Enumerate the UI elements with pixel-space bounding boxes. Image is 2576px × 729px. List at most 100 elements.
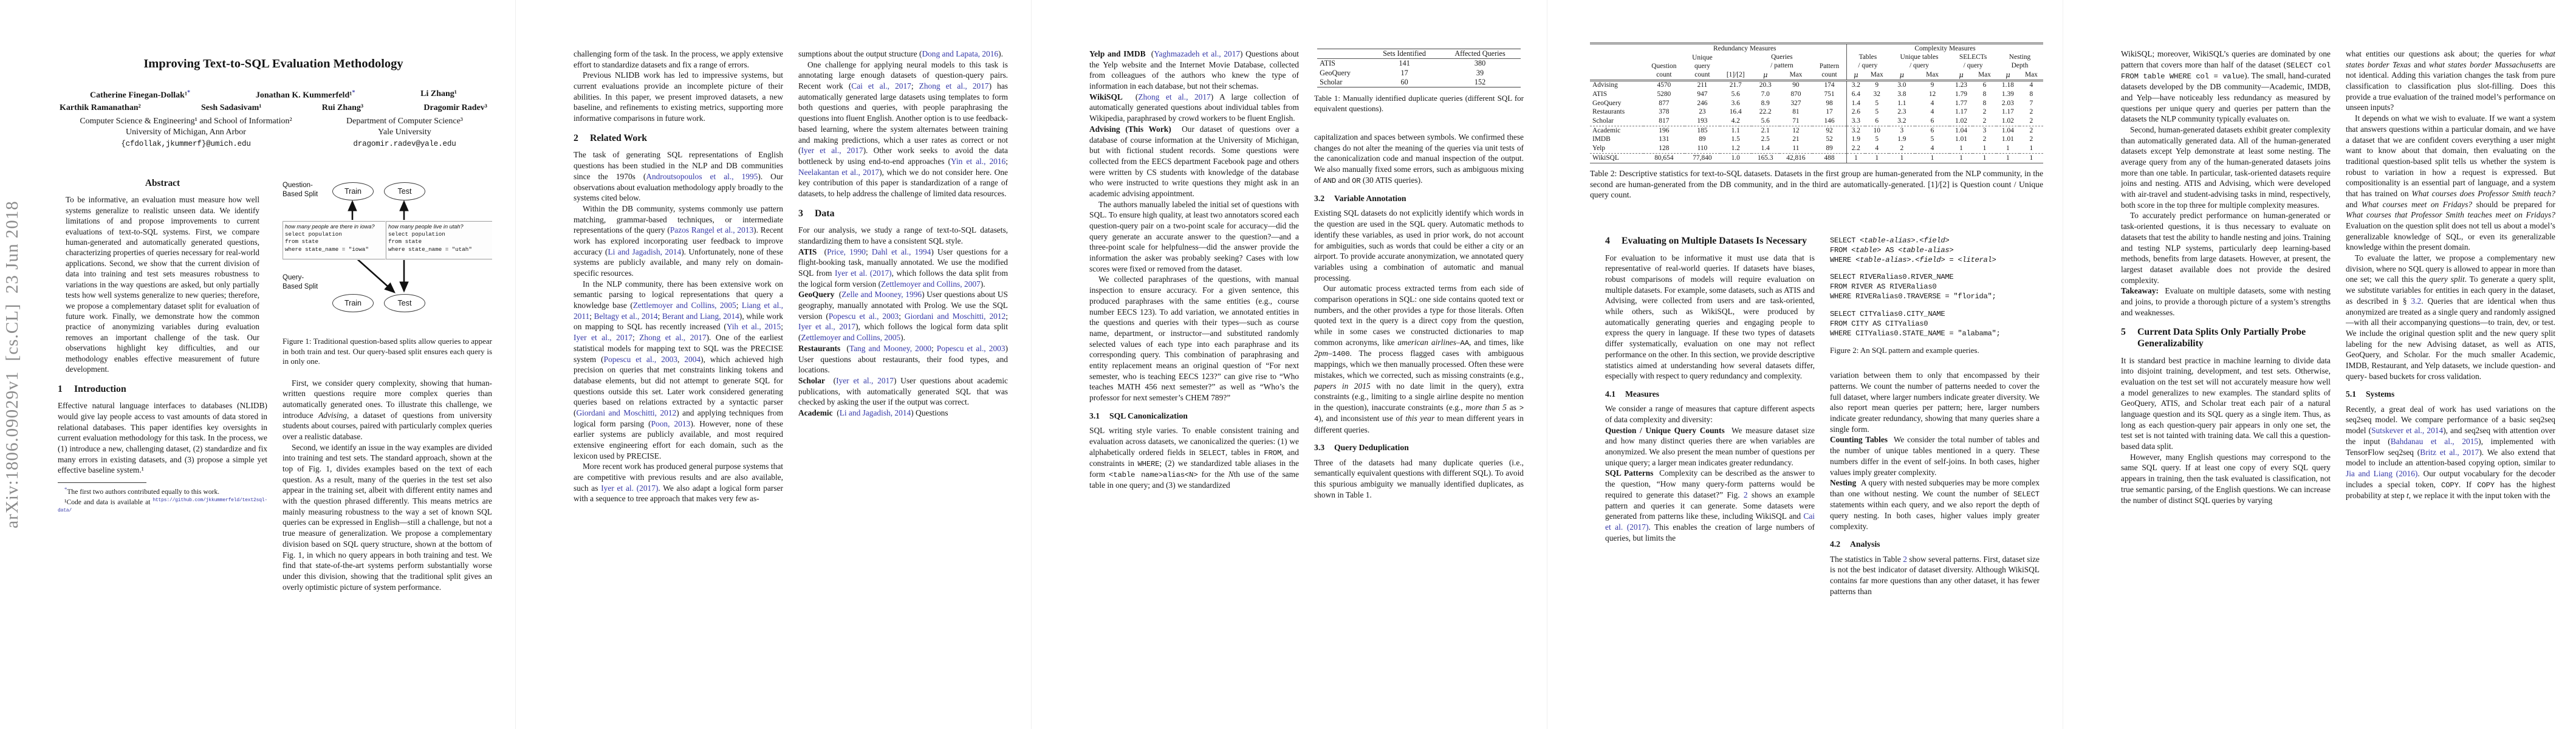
citation-link[interactable]: Iyer et al., 2017	[836, 375, 894, 385]
citation-link[interactable]: https://github.com/jkkummerfeld/text2sql…	[58, 496, 267, 513]
code-inline: COPY	[2441, 481, 2459, 490]
page-4: Redundancy Measures Complexity Measures Qu…	[1547, 0, 2063, 729]
page3-right-column: Sets Identified Affected Queries ATIS 141 38…	[1314, 49, 1524, 614]
code-inline: 1400	[1332, 349, 1350, 358]
paragraph-lead: WikiSQL	[1089, 92, 1123, 101]
author: Dragomir Radev³	[423, 103, 487, 112]
query-split-label: Query- Based Split	[283, 274, 318, 290]
citation-link[interactable]: Popescu et al., 2003	[936, 343, 1005, 353]
train-oval-query-split: Train	[332, 294, 374, 312]
citation-link[interactable]: Beltagy et al., 2014	[594, 311, 658, 321]
paragraph: Yelp and IMDB (Yaghmazadeh et al., 2017)…	[1089, 49, 1299, 91]
subsection-number: 4.2	[1830, 539, 1841, 549]
citation-link[interactable]: Zhong et al., 2017	[1138, 92, 1211, 101]
citation-link[interactable]: Liang et al., 2011	[574, 301, 783, 321]
citation-link[interactable]: 2	[1743, 490, 1748, 499]
citation-link[interactable]: Cai et al., 2017	[851, 81, 911, 91]
paragraph: We consider a range of measures that cap…	[1605, 404, 1815, 424]
citation-link[interactable]: Yaghmazadeh et al., 2017	[1154, 49, 1241, 58]
citation-link[interactable]: *	[64, 485, 67, 492]
paragraph: Effective natural language interfaces to…	[58, 401, 267, 475]
paragraph: WikiSQL (Zhong et al., 2017) A large col…	[1089, 92, 1299, 123]
section-heading: 1 Introduction	[58, 383, 126, 394]
footnote-rule	[58, 482, 146, 483]
citation-link[interactable]: Cai et al. (2017)	[1605, 512, 1815, 532]
citation-link[interactable]: 2	[1903, 554, 1907, 564]
table2-row: IMDB 131 89 1.5 2.5 21 52 1.9 5 1.9 5 1.01 2 1.01 2	[1590, 135, 2043, 145]
sql-line: WHERE CITYalias0.STATE_NAME = "alabama";	[1830, 329, 2001, 338]
paragraph-lead: Advising (This Work)	[1089, 124, 1171, 134]
question-text: how many people are there in iowa?	[285, 224, 375, 230]
section-heading: 4 Evaluating on Multiple Datasets Is Nece…	[1605, 236, 1807, 246]
test-oval-query-split: Test	[384, 294, 425, 312]
author: Jonathan K. Kummerfeld¹*	[255, 89, 355, 100]
citation-link[interactable]: Li and Jagadish, 2014	[839, 408, 911, 417]
citation-link[interactable]: Yin et al., 2016	[951, 156, 1006, 166]
citation-link[interactable]: Zelle and Mooney, 1996	[841, 290, 922, 299]
footnote: ¹Code and data is available at https://g…	[58, 496, 267, 513]
citation-link[interactable]: Zettlemoyer and Collins, 2007	[881, 279, 981, 289]
paragraph: challenging form of the task. In the pro…	[574, 49, 783, 69]
citation-link[interactable]: Zettlemoyer and Collins, 2005	[632, 301, 736, 310]
citation-link[interactable]: Zhong et al., 2017	[639, 333, 707, 343]
page5-left-column: WikiSQL; moreover, WikiSQL’s queries are…	[2121, 49, 2331, 614]
paragraph: In the NLP community, there has been ext…	[574, 279, 783, 460]
paragraph-lead: SQL Patterns	[1605, 468, 1654, 478]
citation-link[interactable]: Popescu et al., 2003	[828, 311, 899, 321]
citation-link[interactable]: Sutskever et al., 2014	[2371, 426, 2444, 436]
paper-header: Improving Text-to-SQL Evaluation Methodo…	[55, 57, 492, 149]
citation-link[interactable]: Neelakantan et al., 2017	[798, 167, 880, 177]
affiliations: Computer Science & Engineering¹ and Scho…	[55, 116, 492, 149]
citation-link[interactable]: Giordani and Moschitti, 2012	[576, 408, 677, 417]
sql-line: select population	[285, 230, 342, 238]
citation-link[interactable]: Li and Jagadish, 2014	[608, 247, 682, 256]
citation-link[interactable]: 2004	[684, 354, 701, 364]
affiliation-michigan: Computer Science & Engineering¹ and Scho…	[55, 116, 317, 149]
spacer	[283, 367, 492, 378]
citation-link[interactable]: Britz et al., 2017	[2420, 447, 2479, 457]
citation-link[interactable]: *	[352, 89, 355, 96]
citation-link[interactable]: Popescu et al., 2003	[603, 354, 678, 364]
citation-link[interactable]: Giordani and Moschitti, 2012	[904, 311, 1006, 321]
citation-link[interactable]: Dong and Lapata, 2016	[922, 49, 999, 58]
paragraph-lead: Scholar	[798, 375, 825, 385]
citation-link[interactable]: Zettlemoyer and Collins, 2005	[801, 333, 901, 343]
citation-link[interactable]: Iyer et al. (2017)	[834, 269, 892, 278]
citation-link[interactable]: Iyer et al., 2017	[801, 146, 863, 156]
citation-link[interactable]: Iyer et al., 2017	[574, 333, 632, 343]
citation-link[interactable]: Berant and Liang, 2014	[662, 311, 739, 321]
citation-link[interactable]: Yih et al., 2015	[726, 322, 781, 332]
citation-link[interactable]: Iyer et al., 2017	[798, 322, 856, 332]
section-number: 4	[1605, 236, 1610, 246]
citation-link[interactable]: 3.2	[2411, 296, 2422, 306]
affline: Department of Computer Science³	[346, 116, 463, 126]
caption: Table 1: Manually identified duplicate q…	[1314, 94, 1524, 113]
citation-link[interactable]: Pazos Rangel et al., 2013	[670, 225, 754, 235]
table2-row: ATIS 5280 947 5.6 7.0 870 751 6.4 32 3.8 12 1.79 8 1.…	[1590, 90, 2043, 100]
table2-row: Academic 196 185 1.1 2.1 12 92 3.2 10 3 6 1.04 3 1.04…	[1590, 126, 2043, 135]
affiliation-yale: Department of Computer Science³ Yale Univ…	[317, 116, 492, 149]
citation-link[interactable]: *	[187, 89, 191, 96]
paragraph: Scholar (Iyer et al., 2017) User questio…	[798, 375, 1008, 407]
citation-link[interactable]: Jia and Liang (2016)	[2346, 468, 2418, 478]
footnote-block: *The first two authors contributed equal…	[58, 482, 267, 517]
page-3: Yelp and IMDB (Yaghmazadeh et al., 2017)…	[1031, 0, 1547, 729]
paragraph: Advising (This Work) Our dataset of ques…	[1089, 124, 1299, 198]
citation-link[interactable]: Zhong et al., 2017	[919, 81, 989, 91]
citation-link[interactable]: Tang and Mooney, 2000	[849, 343, 931, 353]
table2-row: Scholar 817 193 4.2 5.6 71 146 3.3 6 3.2 6 1.02 2 1.0…	[1590, 117, 2043, 126]
citation-link[interactable]: Iyer et al. (2017)	[601, 483, 659, 493]
citation-link[interactable]: Price, 1990	[827, 247, 866, 256]
paragraph: capitalization and spaces between symbol…	[1314, 132, 1524, 185]
citation-link[interactable]: Androutsopoulos et al., 1995	[646, 171, 758, 181]
citation-link[interactable]: Poon, 2013	[651, 419, 691, 428]
paragraph: However, many English questions may corr…	[2121, 452, 2331, 505]
section-number: 5	[2121, 327, 2126, 338]
code-inline: <table name>alias<N>	[1109, 471, 1198, 480]
citation-link[interactable]: Bahdanau et al., 2015	[2390, 436, 2479, 446]
subsection-heading: 5.1 Systems	[2346, 389, 2395, 399]
citation-link[interactable]: Dahl et al., 1994	[871, 247, 931, 256]
table1-header: Sets Identified	[1369, 49, 1440, 60]
sql-line: select population	[388, 230, 445, 238]
table1-row: Scholar 60 152	[1317, 77, 1521, 87]
